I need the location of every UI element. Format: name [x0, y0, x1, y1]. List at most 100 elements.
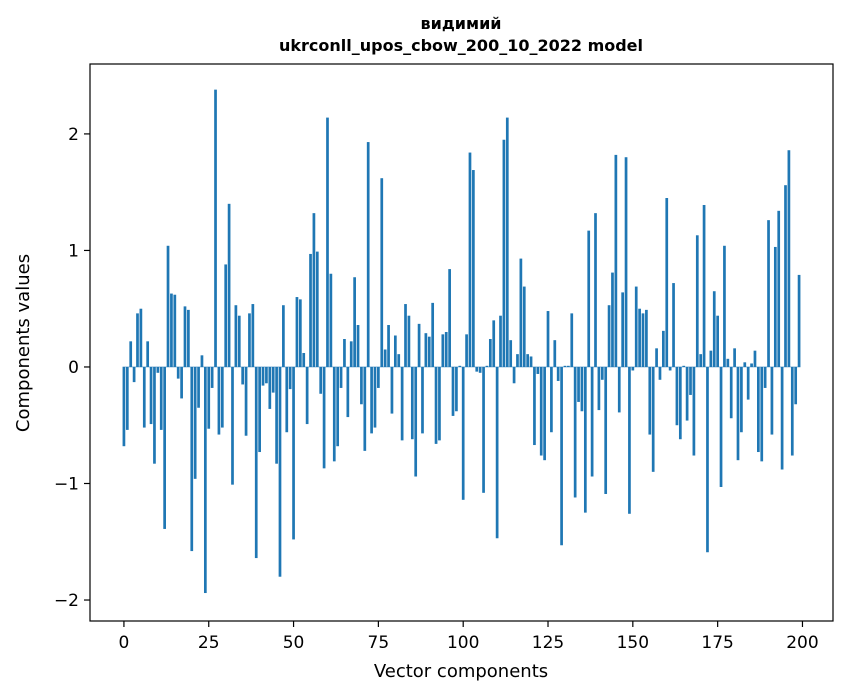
bar-73	[370, 366, 373, 434]
bar-3	[132, 366, 136, 383]
bar-149	[628, 366, 631, 514]
bar-79	[390, 366, 394, 414]
chart-title-line-1: видимий	[421, 14, 502, 33]
bar-162	[672, 283, 675, 367]
bar-179	[729, 366, 733, 419]
plot-area-frame	[89, 63, 834, 622]
bar-150	[631, 366, 635, 371]
bar-39	[254, 366, 258, 559]
bar-129	[560, 366, 563, 546]
bar-143	[607, 305, 611, 367]
bar-49	[288, 366, 292, 390]
bar-15	[173, 294, 177, 367]
bar-103	[472, 170, 475, 367]
bar-146	[617, 366, 621, 413]
bar-161	[668, 366, 672, 371]
y-tick-label-1: 1	[68, 241, 79, 261]
bar-67	[349, 341, 353, 367]
bar-53	[302, 352, 306, 367]
bar-187	[757, 366, 760, 453]
x-tick-label-75: 75	[368, 633, 390, 653]
x-tick-label-175: 175	[701, 633, 733, 653]
bar-116	[516, 354, 519, 367]
bar-195	[784, 185, 787, 367]
bar-72	[366, 142, 370, 367]
bar-97	[451, 366, 455, 416]
bar-33	[234, 305, 238, 367]
bar-50	[292, 366, 295, 540]
bar-93	[438, 366, 441, 441]
bar-68	[353, 277, 356, 367]
bar-37	[248, 313, 251, 367]
bar-58	[319, 366, 323, 394]
bar-84	[407, 315, 411, 367]
bar-65	[343, 339, 346, 367]
x-tick-label-50: 50	[283, 633, 305, 653]
bar-23	[200, 355, 204, 367]
bar-34	[237, 315, 241, 367]
bar-188	[760, 366, 764, 462]
bar-176	[719, 366, 723, 487]
bar-20	[190, 366, 194, 552]
bar-173	[709, 350, 713, 367]
bar-74	[373, 366, 377, 428]
bar-55	[309, 253, 312, 367]
bar-169	[695, 235, 699, 367]
bar-91	[431, 302, 435, 367]
bar-151	[634, 286, 638, 367]
bar-12	[163, 366, 166, 529]
bar-104	[475, 366, 479, 372]
bar-38	[251, 304, 255, 367]
bar-180	[733, 348, 736, 367]
bar-63	[336, 366, 340, 447]
bar-66	[346, 366, 350, 418]
x-axis-label: Vector components	[374, 661, 548, 682]
bar-152	[638, 308, 641, 367]
bar-88	[421, 366, 424, 434]
bar-185	[750, 363, 753, 367]
x-tick-label-100: 100	[447, 633, 479, 653]
bar-83	[404, 304, 407, 367]
y-tick-label--1: −1	[54, 474, 79, 494]
bar-153	[641, 313, 645, 367]
bar-157	[655, 348, 658, 367]
bar-175	[716, 315, 719, 367]
bar-62	[332, 366, 336, 462]
bar-177	[723, 245, 726, 367]
bar-26	[210, 366, 214, 388]
bar-27	[214, 89, 217, 367]
bar-94	[441, 334, 445, 367]
x-axis-ticks: 0 25 50 75 100 125 150 175 200	[119, 621, 819, 653]
y-tick-label-2: 2	[68, 125, 79, 145]
bar-136	[583, 366, 587, 513]
bar-0	[122, 366, 126, 447]
bar-85	[410, 366, 414, 440]
x-tick-label-150: 150	[617, 633, 649, 653]
bar-24	[203, 366, 207, 594]
bar-13	[166, 245, 170, 367]
bar-183	[743, 362, 747, 367]
bar-14	[170, 293, 173, 367]
bar-126	[550, 366, 553, 433]
bar-135	[580, 366, 584, 412]
bar-105	[478, 366, 482, 373]
bar-21	[193, 366, 197, 479]
bar-56	[312, 213, 316, 367]
bar-54	[305, 366, 309, 425]
bar-98	[455, 366, 458, 412]
bar-25	[207, 366, 211, 429]
bar-138	[590, 366, 594, 477]
bar-127	[553, 340, 557, 367]
bar-145	[614, 154, 618, 367]
bar-108	[488, 339, 492, 367]
bar-82	[400, 366, 404, 441]
y-tick-label--2: −2	[54, 591, 79, 611]
bar-60	[326, 117, 329, 367]
bar-81	[397, 354, 401, 367]
bar-147	[621, 292, 625, 367]
bar-131	[567, 365, 570, 367]
bar-2	[129, 341, 133, 367]
bar-118	[522, 286, 526, 367]
y-axis-ticks: −2 −1 0 1 2	[54, 125, 90, 611]
